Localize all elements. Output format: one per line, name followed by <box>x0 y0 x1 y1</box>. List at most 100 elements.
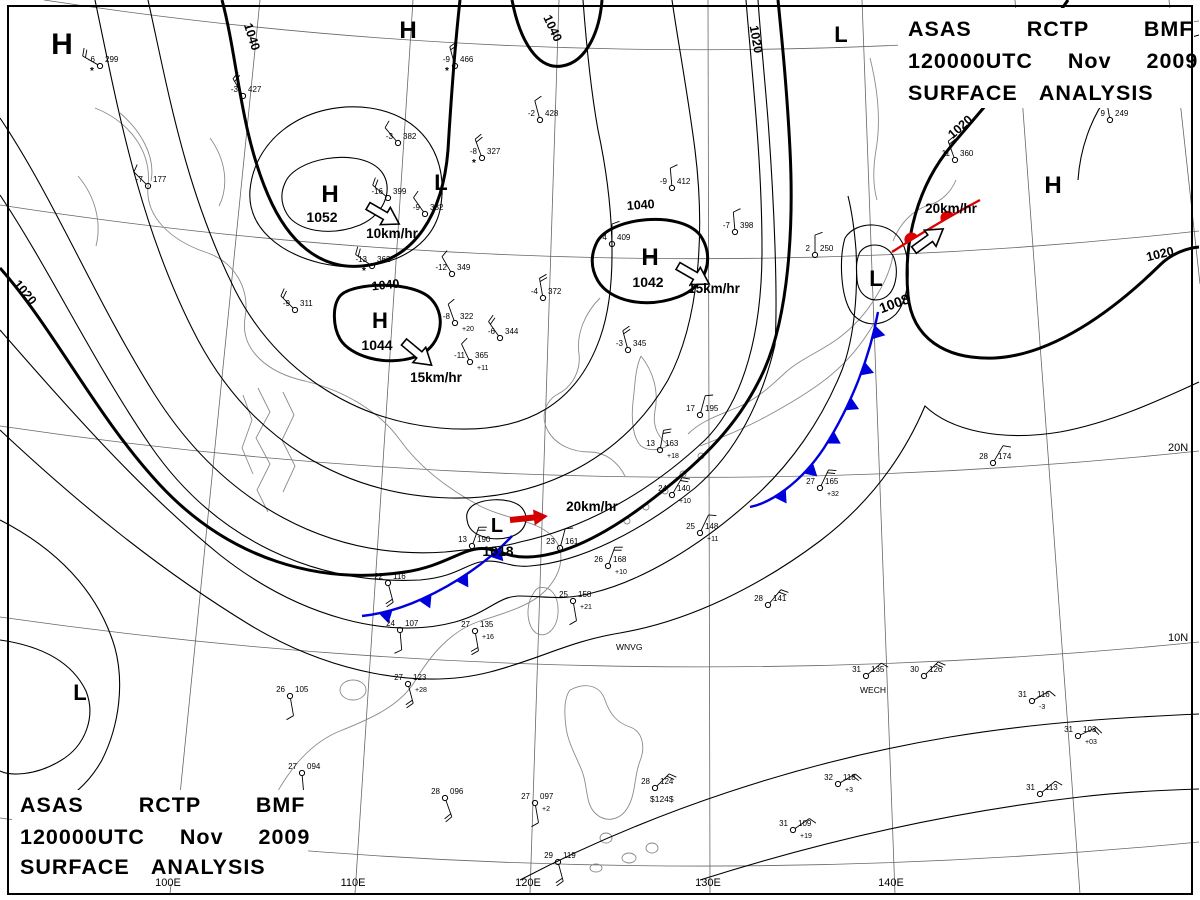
station-circle <box>668 491 676 499</box>
pressure-center-letter: H <box>51 28 73 61</box>
barb-tick <box>809 818 817 824</box>
barb-tick <box>355 246 359 255</box>
barb-tick <box>461 337 468 345</box>
station-temp: 27 <box>394 673 403 682</box>
station-pressure: 327 <box>487 147 501 156</box>
station-temp: -16 <box>371 187 383 196</box>
station-plot: 27 097 +2 <box>521 792 554 828</box>
barb-tick <box>534 95 542 102</box>
station-plot: -2 428 <box>528 95 559 124</box>
station-plot: -8 327 * <box>470 133 501 169</box>
wind-barb <box>700 395 706 413</box>
station-pressure: 360 <box>960 149 974 158</box>
cold-front-pip <box>826 431 841 444</box>
wind-barb <box>384 127 397 142</box>
station-plot: 27 135 +16 <box>461 620 494 656</box>
title-mask-bottom-left <box>12 790 308 884</box>
warm-front-east <box>891 198 981 254</box>
station-pressure: 427 <box>248 85 262 94</box>
station-plot: 24 140 +10 <box>658 477 691 505</box>
station-pressure: 177 <box>153 175 167 184</box>
barb-tick <box>476 136 483 143</box>
station-tendency: +3 <box>845 787 853 794</box>
station-circle <box>951 156 959 164</box>
movement-arrow <box>364 201 401 226</box>
motion-speed-label: 15km/hr <box>688 281 741 296</box>
map-border <box>7 5 1193 895</box>
isobar-label: 1040 <box>540 13 564 44</box>
barb-tick <box>1095 727 1103 734</box>
isobar-low-sw-outer <box>0 519 121 803</box>
station-plot: -9 311 <box>280 288 313 314</box>
wind-barb <box>1041 780 1056 793</box>
barb-tick <box>937 661 946 666</box>
isobar-label: 1040 <box>371 277 400 294</box>
station-pressure: 126 <box>929 665 943 674</box>
coastline-luzon <box>564 685 644 820</box>
station-temp: 25 <box>686 522 695 531</box>
station-circle <box>989 459 997 467</box>
wind-barb <box>993 445 1004 461</box>
barb-tick <box>232 72 239 79</box>
station-temp: -6 <box>88 55 96 64</box>
station-temp: 28 <box>754 594 763 603</box>
station-pressure: 195 <box>705 404 719 413</box>
station-circle <box>696 411 704 419</box>
station-temp: 32 <box>824 773 833 782</box>
station-pressure: 409 <box>617 233 631 242</box>
station-temp: 31 <box>852 665 861 674</box>
barb-tick <box>282 290 287 299</box>
barb-tick <box>447 298 455 305</box>
barb-tick <box>386 601 394 608</box>
barb-tick <box>555 877 563 884</box>
isobar-label: 1020 <box>1145 244 1175 264</box>
pressure-center-value: 1052 <box>306 209 337 225</box>
pressure-center-letter: L <box>491 515 503 537</box>
station-pressure: 161 <box>565 537 579 546</box>
station-circle <box>624 346 632 354</box>
barb-tick <box>82 48 85 57</box>
coastline-korea <box>631 355 670 451</box>
station-pressure: 372 <box>548 287 562 296</box>
barb-tick <box>780 589 789 593</box>
station-plots: -6 299*-7 177-3 427-9 466*-3 382-8 327*-16 399-… <box>82 41 1129 887</box>
station-temp: -7 <box>723 221 731 230</box>
wind-barb <box>535 805 539 823</box>
barb-tick <box>881 662 889 668</box>
station-plot: 25 148 +11 <box>686 514 719 543</box>
isobar-1016-low-1008 <box>840 224 909 325</box>
title-line2: 120000UTC Nov 2009 <box>908 49 1198 73</box>
barb-tick <box>666 775 675 780</box>
graticule-parallel <box>0 204 1200 260</box>
station-pressure: 190 <box>477 535 491 544</box>
isobar-1024 <box>0 0 777 581</box>
pressure-center-value: 1042 <box>632 274 663 290</box>
station-plot: 25 158 +21 <box>559 590 592 626</box>
title-mask-top-right <box>898 8 1194 108</box>
station-temp: 31 <box>1018 690 1027 699</box>
motion-speed-label: 15km/hr <box>410 370 463 385</box>
movement-arrow <box>509 509 548 526</box>
station-temp: -3 <box>616 339 624 348</box>
pressure-center-value: 1018 <box>482 543 513 559</box>
station-circle <box>569 597 577 605</box>
latitude-label: 10N <box>1168 632 1188 644</box>
title-line1: ASAS RCTP BMF <box>20 793 305 817</box>
station-plot: 27 123 +28 <box>394 673 427 709</box>
wx-snow-symbol: * <box>445 66 449 77</box>
coastline-japan <box>699 324 874 447</box>
station-plot: 31116-3 <box>1018 690 1056 711</box>
station-tendency: +21 <box>580 604 592 611</box>
station-temp: 30 <box>910 665 919 674</box>
cold-front-pip <box>490 547 504 562</box>
cold-front-pip <box>845 397 860 411</box>
barb-tick <box>539 273 547 279</box>
barb-tick <box>705 394 714 397</box>
station-temp: -9 <box>283 299 291 308</box>
barb-tick <box>445 816 453 823</box>
station-plot: -9 412 <box>660 164 691 192</box>
station-temp: 22 <box>374 572 383 581</box>
station-temp: -3 <box>386 132 394 141</box>
station-circle <box>862 672 870 680</box>
isobar-1020-east <box>905 0 1200 360</box>
